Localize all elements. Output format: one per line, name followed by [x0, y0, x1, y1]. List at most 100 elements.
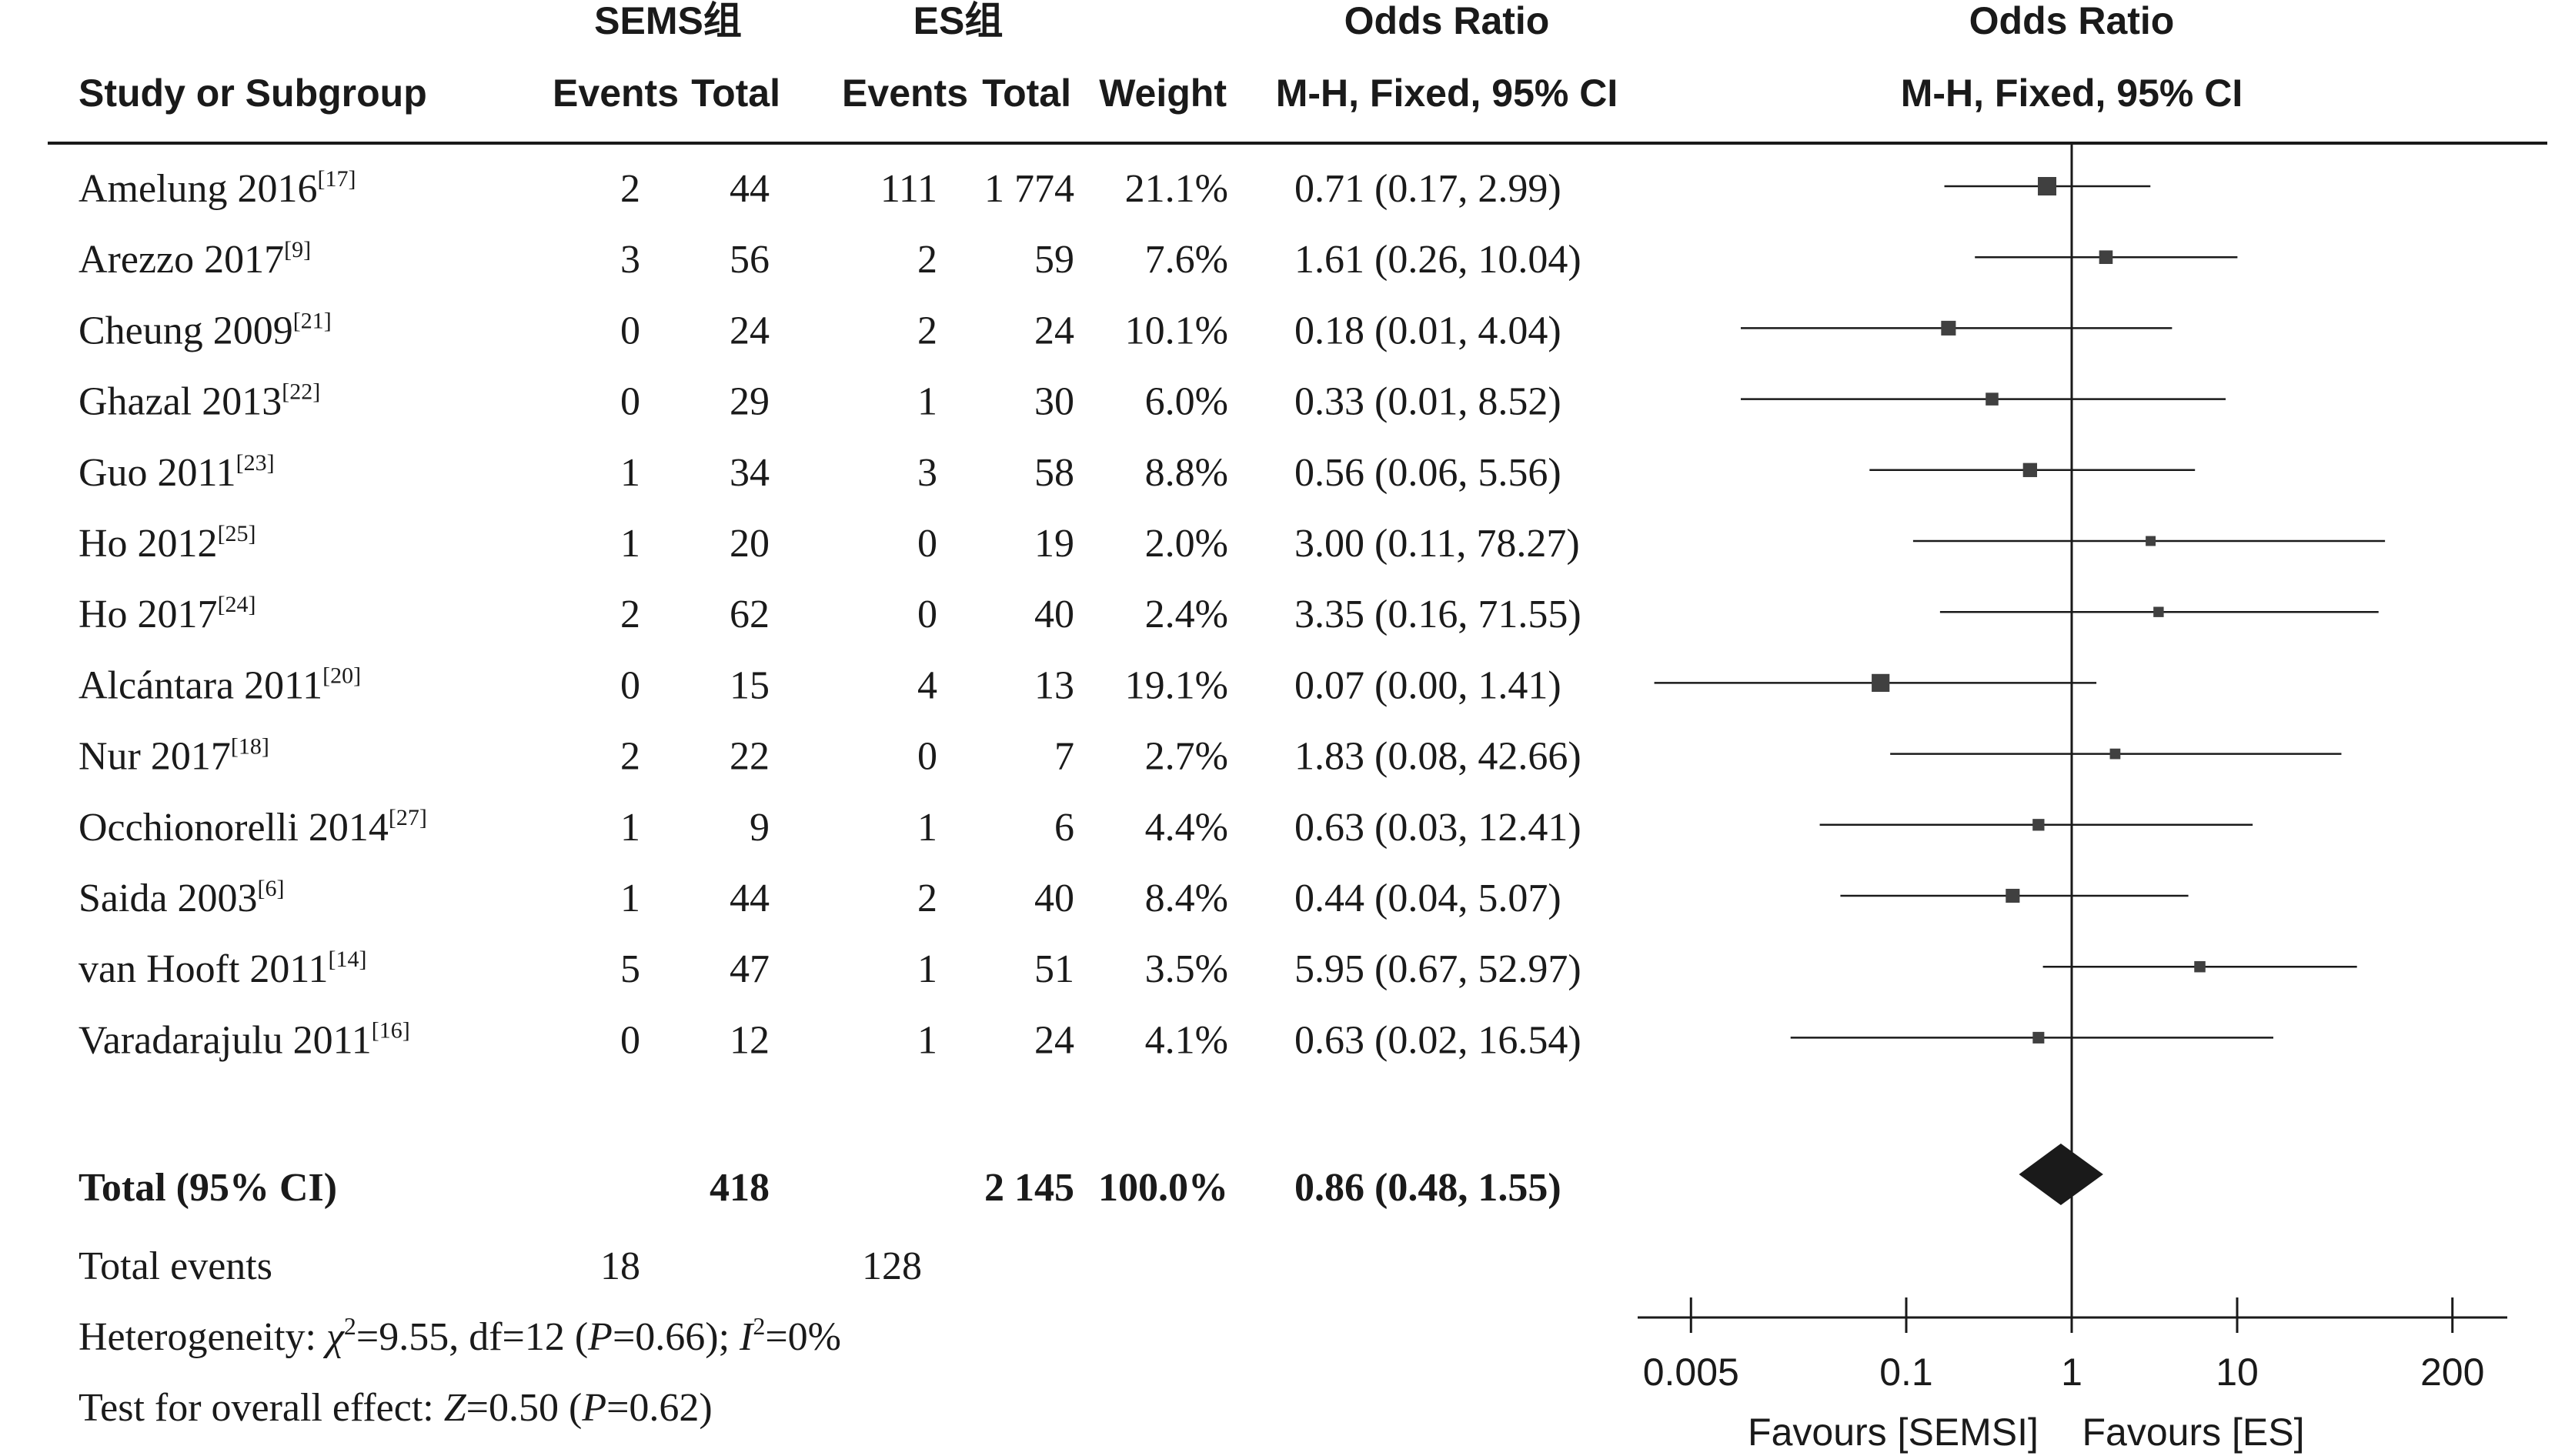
effect-marker [2032, 819, 2045, 831]
table-row: Saida 2003[6] 1 44 2 40 8.4% 0.44 (0.04, 5.07) [78, 876, 1561, 920]
header-group2: ES组 [913, 0, 1004, 42]
events2-cell: 1 [917, 380, 937, 424]
effect-marker [2006, 888, 2020, 903]
events2-cell: 0 [917, 522, 937, 566]
total-events-e2: 128 [862, 1244, 922, 1288]
overall-effect-text: Test for overall effect: Z=0.50 (P=0.62) [78, 1386, 713, 1430]
events1-cell: 1 [620, 451, 640, 495]
weight-cell: 19.1% [1125, 663, 1228, 707]
total-weight: 100.0% [1098, 1166, 1228, 1210]
total1-cell: 47 [730, 947, 770, 991]
total1-cell: 34 [730, 451, 770, 495]
weight-cell: 4.4% [1145, 806, 1228, 850]
weight-cell: 3.5% [1145, 947, 1228, 991]
total2-cell: 40 [1034, 877, 1074, 920]
study-name: Nur 2017[18] [78, 734, 269, 779]
study-name: van Hooft 2011[14] [78, 947, 366, 991]
events2-cell: 1 [917, 1018, 937, 1062]
table-row: Arezzo 2017[9] 3 56 2 59 7.6% 1.61 (0.26, 10.0… [78, 237, 1581, 282]
total-n1: 418 [710, 1166, 770, 1210]
pooled-diamond [2019, 1144, 2103, 1205]
table-row: Ho 2017[24] 2 62 0 40 2.4% 3.35 (0.16, 71.55) [78, 592, 1581, 636]
total2-cell: 30 [1034, 380, 1074, 424]
ci-cell: 0.63 (0.03, 12.41) [1294, 806, 1581, 850]
total1-cell: 20 [730, 522, 770, 566]
events1-cell: 2 [620, 735, 640, 779]
weight-cell: 8.8% [1145, 451, 1228, 495]
header-total2: Total [982, 72, 1071, 115]
weight-cell: 10.1% [1125, 309, 1228, 352]
ci-cell: 0.63 (0.02, 16.54) [1294, 1018, 1581, 1062]
total1-cell: 56 [730, 238, 770, 282]
study-name: Arezzo 2017[9] [78, 237, 311, 282]
header-weight: Weight [1099, 72, 1227, 115]
events1-cell: 2 [620, 167, 640, 211]
total1-cell: 44 [730, 167, 770, 211]
header-total1: Total [691, 72, 780, 115]
study-name: Amelung 2016[17] [78, 166, 356, 211]
effect-marker [2194, 960, 2206, 973]
study-name: Guo 2011[23] [78, 450, 275, 495]
table-row: Guo 2011[23] 1 34 3 58 8.8% 0.56 (0.06, 5.56) [78, 450, 1561, 495]
events2-cell: 3 [917, 451, 937, 495]
header-group1: SEMS组 [594, 0, 742, 42]
effect-marker [1872, 673, 1890, 693]
total1-cell: 24 [730, 309, 770, 352]
ci-cell: 0.71 (0.17, 2.99) [1294, 167, 1561, 211]
total-events-e1: 18 [600, 1244, 640, 1288]
favours-right-label: Favours [ES] [2082, 1411, 2305, 1454]
study-name: Saida 2003[6] [78, 876, 285, 920]
effect-marker [2153, 606, 2164, 617]
table-row: Amelung 2016[17] 2 44 111 1 774 21.1% 0.71 (0.… [78, 166, 1561, 211]
heterogeneity-text: Heterogeneity: χ2=9.55, df=12 (P=0.66); … [78, 1312, 841, 1359]
effect-marker [2146, 536, 2156, 546]
effect-marker [1986, 392, 1999, 406]
total1-cell: 29 [730, 380, 770, 424]
header-method-left: M-H, Fixed, 95% CI [1276, 72, 1618, 115]
total-label: Total (95% CI) [78, 1166, 337, 1210]
ci-cell: 0.56 (0.06, 5.56) [1294, 451, 1561, 495]
table-row: Ho 2012[25] 1 20 0 19 2.0% 3.00 (0.11, 78.27) [78, 521, 1580, 566]
ci-cell: 5.95 (0.67, 52.97) [1294, 947, 1581, 991]
table-row: Cheung 2009[21] 0 24 2 24 10.1% 0.18 (0.01, 4.… [78, 308, 1561, 352]
events1-cell: 3 [620, 238, 640, 282]
table-row: Nur 2017[18] 2 22 0 7 2.7% 1.83 (0.08, 42.66) [78, 734, 1581, 779]
events2-cell: 2 [917, 309, 937, 352]
total2-cell: 40 [1034, 593, 1074, 636]
total1-cell: 12 [730, 1018, 770, 1062]
table-row: Alcántara 2011[20] 0 15 4 13 19.1% 0.07 (0.00,… [78, 663, 1561, 707]
x-tick-label: 0.005 [1643, 1351, 1739, 1394]
events2-cell: 1 [917, 947, 937, 991]
table-row: Ghazal 2013[22] 0 29 1 30 6.0% 0.33 (0.01, 8.5… [78, 379, 1561, 424]
events1-cell: 1 [620, 877, 640, 920]
total2-cell: 59 [1034, 238, 1074, 282]
ci-cell: 0.07 (0.00, 1.41) [1294, 663, 1561, 707]
study-name: Ho 2012[25] [78, 521, 256, 566]
ci-cell: 3.35 (0.16, 71.55) [1294, 593, 1581, 636]
events1-cell: 1 [620, 522, 640, 566]
events2-cell: 2 [917, 877, 937, 920]
total2-cell: 51 [1034, 947, 1074, 991]
weight-cell: 21.1% [1125, 167, 1228, 211]
total2-cell: 6 [1054, 806, 1074, 850]
total1-cell: 9 [750, 806, 770, 850]
weight-cell: 6.0% [1145, 380, 1228, 424]
header-events2: Events [842, 72, 968, 115]
table-row: Occhionorelli 2014[27] 1 9 1 6 4.4% 0.63 (0.03… [78, 805, 1581, 850]
weight-cell: 7.6% [1145, 238, 1228, 282]
total1-cell: 15 [730, 663, 770, 707]
x-tick-label: 1 [2061, 1351, 2082, 1394]
study-rows: Amelung 2016[17] 2 44 111 1 774 21.1% 0.71 (0.… [78, 166, 1581, 1062]
header-or-right: Odds Ratio [1969, 0, 2175, 42]
events2-cell: 4 [917, 663, 937, 707]
total2-cell: 58 [1034, 451, 1074, 495]
weight-cell: 8.4% [1145, 877, 1228, 920]
total2-cell: 7 [1054, 735, 1074, 779]
events1-cell: 5 [620, 947, 640, 991]
ci-cell: 0.44 (0.04, 5.07) [1294, 877, 1561, 920]
total2-cell: 24 [1034, 1018, 1074, 1062]
weight-cell: 2.0% [1145, 522, 1228, 566]
ci-cell: 0.33 (0.01, 8.52) [1294, 380, 1561, 424]
weight-cell: 4.1% [1145, 1018, 1228, 1062]
